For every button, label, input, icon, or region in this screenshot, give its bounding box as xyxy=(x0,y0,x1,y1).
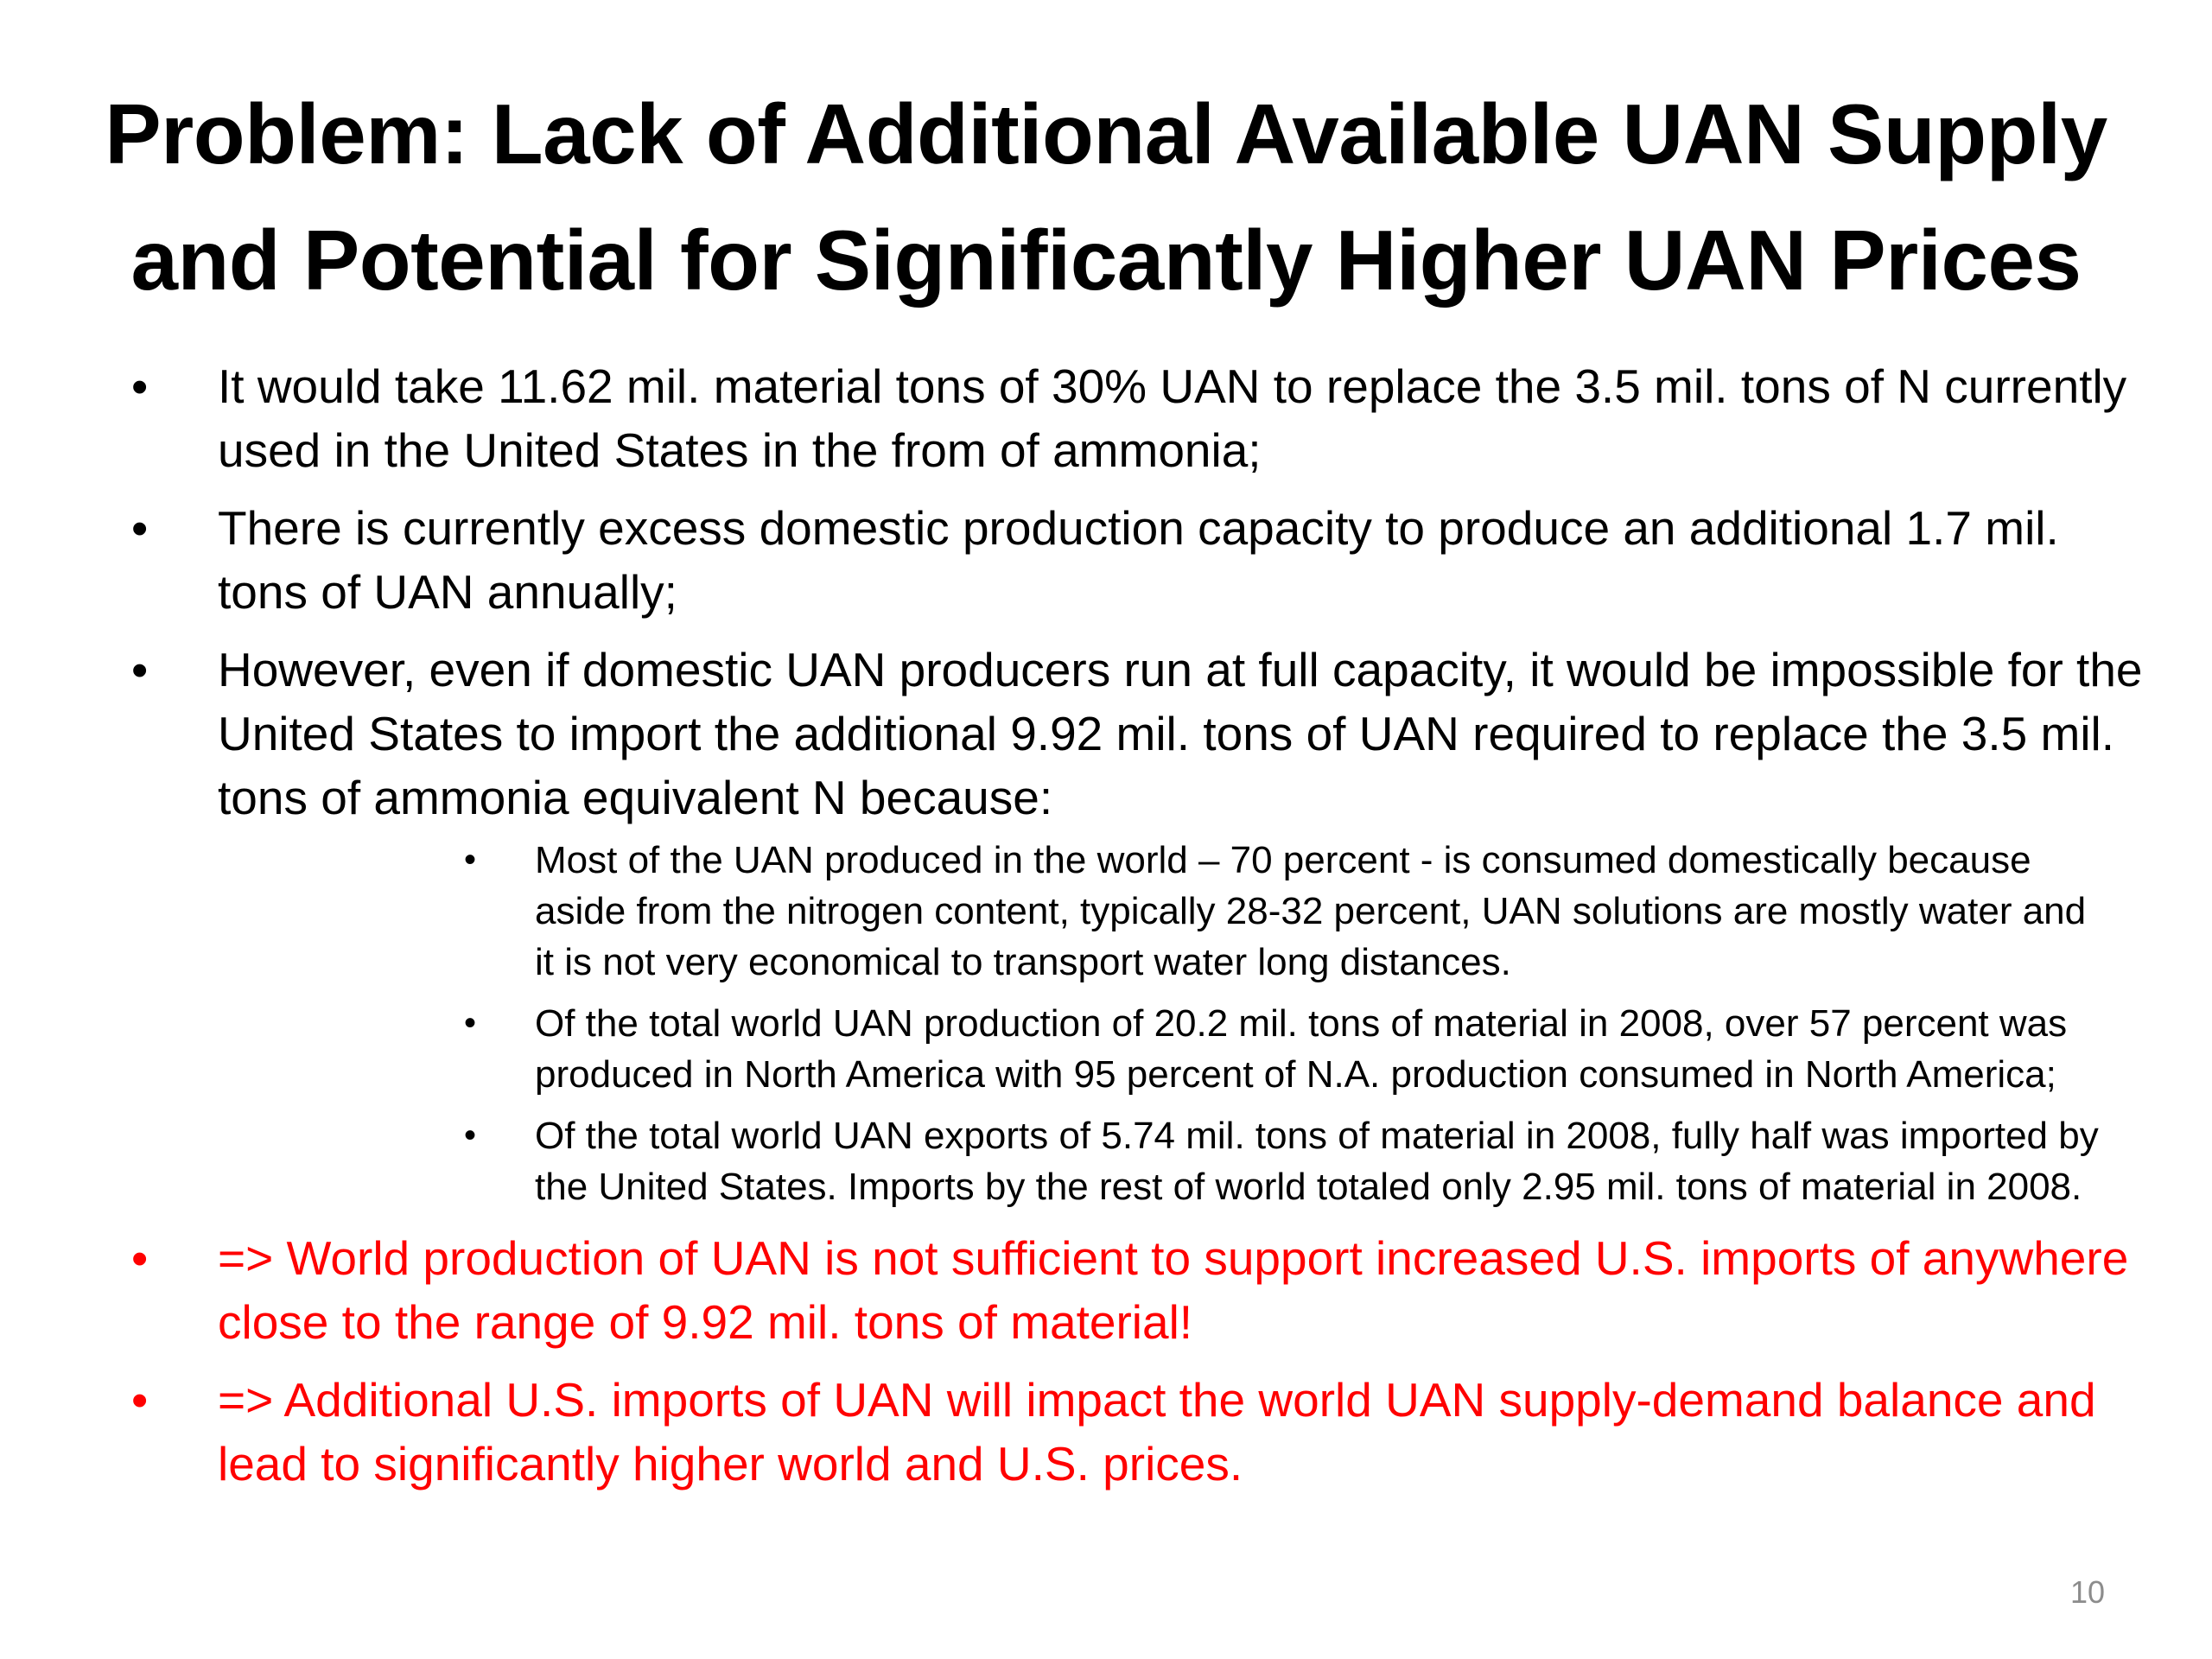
title-line-2: and Potential for Significantly Higher U… xyxy=(130,213,2082,308)
sub-bullet-text: Of the total world UAN exports of 5.74 m… xyxy=(535,1115,2099,1208)
sub-bullet-item: • Of the total world UAN production of 2… xyxy=(218,998,2160,1100)
sub-bullet-text: Most of the UAN produced in the world – … xyxy=(535,839,2087,983)
bullet-text: However, even if domestic UAN producers … xyxy=(218,643,2143,824)
bullet-text: It would take 11.62 mil. material tons o… xyxy=(218,359,2127,477)
conclusion-bullet-item: • => World production of UAN is not suff… xyxy=(0,1226,2212,1354)
bullet-icon: • xyxy=(131,1373,149,1427)
sub-bullet-icon: • xyxy=(464,841,477,879)
slide-title: Problem: Lack of Additional Available UA… xyxy=(52,71,2160,323)
bullet-icon: • xyxy=(131,359,149,413)
bullet-icon: • xyxy=(131,643,149,696)
conclusion-text: => World production of UAN is not suffic… xyxy=(218,1231,2129,1349)
bullet-item: • However, even if domestic UAN producer… xyxy=(0,638,2212,1212)
sub-bullet-item: • Of the total world UAN exports of 5.74… xyxy=(218,1110,2160,1212)
bullet-list: • It would take 11.62 mil. material tons… xyxy=(0,354,2212,1510)
sub-bullet-item: • Most of the UAN produced in the world … xyxy=(218,835,2160,988)
title-line-1: Problem: Lack of Additional Available UA… xyxy=(105,86,2107,181)
bullet-icon: • xyxy=(131,1231,149,1285)
conclusion-bullet-item: • => Additional U.S. imports of UAN will… xyxy=(0,1368,2212,1496)
conclusion-text: => Additional U.S. imports of UAN will i… xyxy=(218,1373,2096,1491)
bullet-text: There is currently excess domestic produ… xyxy=(218,501,2059,619)
sub-bullet-icon: • xyxy=(464,1004,477,1042)
page-number: 10 xyxy=(2069,1574,2105,1610)
sub-bullet-text: Of the total world UAN production of 20.… xyxy=(535,1002,2068,1096)
bullet-item: • It would take 11.62 mil. material tons… xyxy=(0,354,2212,482)
sub-bullet-list: • Most of the UAN produced in the world … xyxy=(218,835,2160,1212)
sub-bullet-icon: • xyxy=(464,1116,477,1154)
bullet-icon: • xyxy=(131,501,149,555)
bullet-item: • There is currently excess domestic pro… xyxy=(0,496,2212,624)
